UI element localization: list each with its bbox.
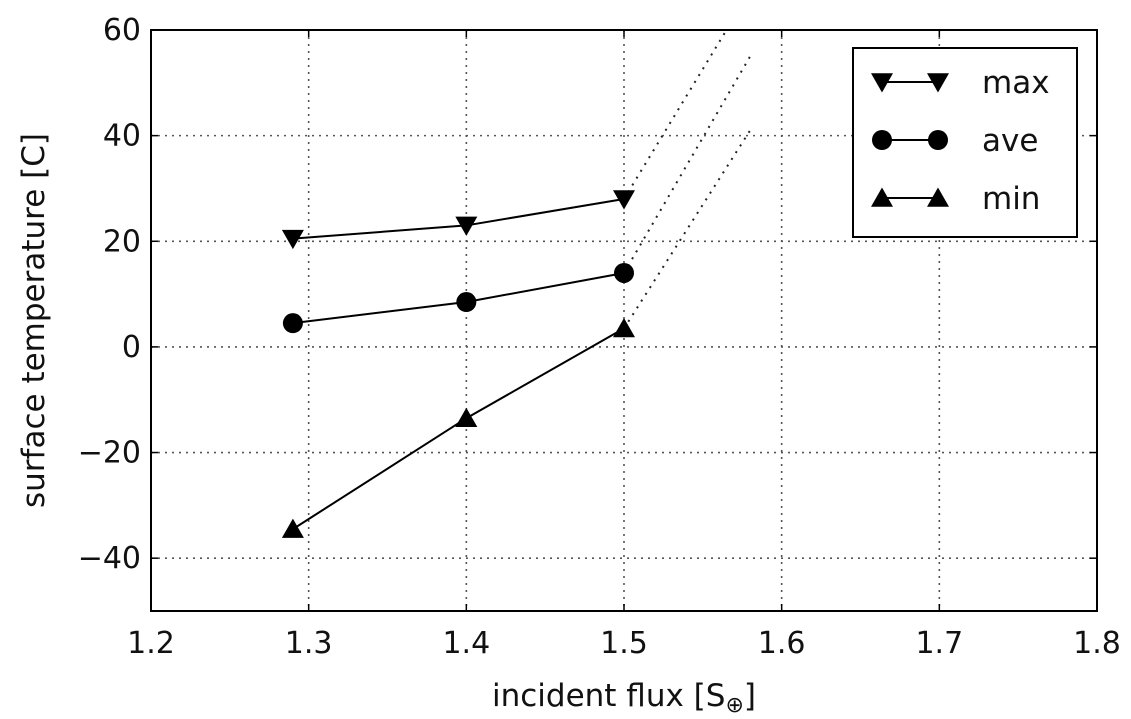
data-point-max	[455, 216, 478, 236]
x-axis-title-main: incident flux [S	[492, 678, 725, 714]
x-tick-label: 1.7	[915, 626, 963, 661]
data-point-ave	[456, 292, 477, 313]
y-tick-label: −20	[78, 436, 141, 471]
axis-ticks	[150, 29, 1098, 611]
data-point-min	[455, 407, 478, 428]
data-point-ave	[614, 262, 634, 283]
series-min	[281, 317, 635, 538]
x-tick-label: 1.8	[1073, 626, 1121, 661]
x-tick-label: 1.2	[127, 626, 175, 661]
extrapolation-line-ave	[623, 55, 751, 274]
legend-marker-min	[927, 187, 949, 207]
legend-item-max: max	[871, 65, 1050, 101]
series-line-min	[292, 327, 625, 530]
legend-marker-ave	[872, 130, 892, 150]
y-tick-label: −40	[78, 541, 141, 576]
y-tick-label: 60	[103, 13, 141, 48]
legend-marker-min	[871, 187, 893, 207]
x-tick-label: 1.4	[442, 626, 490, 661]
legend-marker-max	[871, 73, 893, 93]
legend: max ave min	[852, 47, 1078, 238]
extrapolation-lines	[623, 30, 751, 329]
y-axis-title: surface temperature [C]	[16, 133, 52, 508]
x-axis-title-subscript: ⊕	[725, 693, 743, 718]
grid-lines	[151, 30, 1097, 611]
series-layer	[281, 190, 635, 538]
data-point-max	[613, 190, 635, 210]
extrapolation-line-min	[623, 129, 751, 329]
y-tick-label: 40	[103, 119, 141, 154]
x-tick-label: 1.3	[285, 626, 333, 661]
data-point-min	[613, 317, 635, 338]
data-point-min	[281, 518, 304, 538]
y-tick-label: 20	[103, 224, 141, 259]
x-tick-labels: 1.2 1.3 1.4 1.5 1.6 1.7 1.8	[127, 626, 1121, 661]
y-tick-labels: −40 −20 0 20 40 60	[78, 13, 141, 576]
legend-items: max ave min	[871, 65, 1050, 217]
x-axis-title-close: ]	[744, 678, 756, 714]
x-tick-label: 1.5	[600, 626, 648, 661]
y-tick-label: 0	[122, 330, 141, 365]
extrapolation-line-max	[623, 30, 728, 200]
series-max	[281, 190, 635, 250]
data-point-ave	[282, 313, 303, 334]
legend-label-min: min	[982, 181, 1040, 217]
x-axis-title: incident flux [S⊕]	[492, 678, 756, 718]
legend-marker-ave	[928, 130, 948, 150]
legend-marker-max	[927, 73, 949, 93]
legend-item-ave: ave	[872, 123, 1038, 159]
legend-label-max: max	[982, 65, 1050, 101]
x-tick-label: 1.6	[758, 626, 806, 661]
data-point-max	[281, 229, 304, 250]
series-ave	[282, 262, 634, 334]
legend-item-min: min	[871, 181, 1040, 217]
legend-label-ave: ave	[982, 123, 1038, 159]
